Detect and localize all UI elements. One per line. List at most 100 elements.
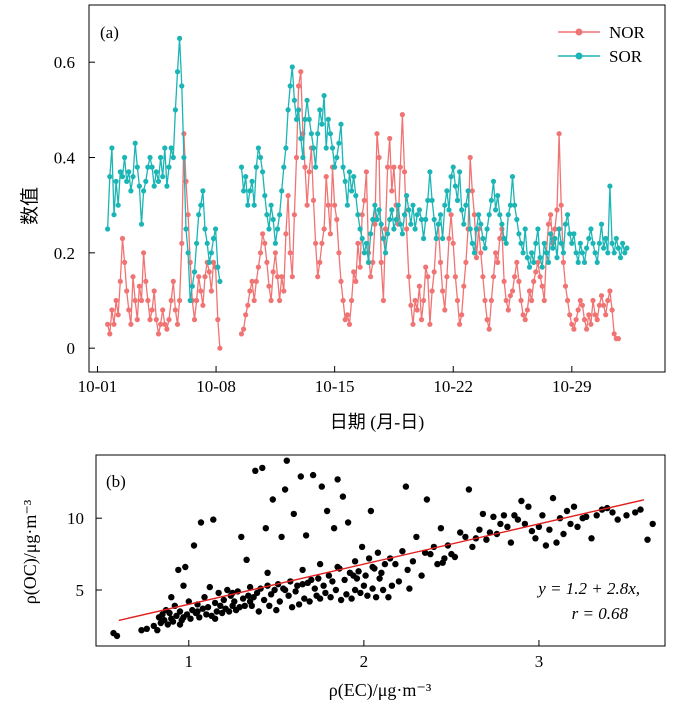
nor-point [463,259,469,265]
panel-a-x-tick-label: 10-08 [196,377,236,396]
sor-point [287,83,293,89]
sor-point [393,216,399,223]
panel-b-y-tick-label: 5 [76,581,85,600]
sor-point [620,240,626,246]
nor-point [281,288,287,294]
nor-point [552,226,558,232]
nor-point [126,307,132,313]
sor-point [505,212,511,218]
nor-point [274,274,281,280]
sor-point [158,154,164,161]
nor-point [304,202,310,208]
regression-line [118,499,645,622]
scatter-point [528,527,536,535]
nor-point [473,255,480,261]
nor-point [514,259,520,265]
scatter-point [483,536,490,543]
nor-point [344,312,350,318]
nor-point [452,274,458,280]
scatter-point [187,615,194,622]
sor-point [533,240,539,246]
sor-point [596,240,603,246]
scatter-point [567,520,574,528]
sor-point [385,231,391,237]
nor-point [615,336,622,342]
nor-point [401,169,408,175]
scatter-point [273,606,280,614]
nor-point [162,321,168,327]
nor-point [569,321,575,327]
scatter-point [465,486,473,493]
scatter-point [159,611,166,618]
nor-point [124,288,130,294]
nor-point [507,293,513,299]
scatter-point [632,509,639,516]
sor-point [241,188,247,194]
scatter-point [206,583,213,591]
sor-point [247,188,253,194]
sor-point [416,207,422,213]
sor-point [153,169,159,175]
nor-point [448,212,454,218]
sor-point [511,202,518,208]
nor-point [567,312,573,318]
nor-point [478,250,484,256]
scatter-point [593,512,600,519]
nor-point [431,269,437,275]
sor-point [238,164,245,170]
sor-point [615,245,622,251]
nor-point [249,278,255,284]
nor-point [376,154,382,161]
scatter-point [281,586,289,594]
scatter-point [269,496,276,503]
sor-point [450,164,456,170]
scatter-point [332,586,340,594]
scatter-point [194,608,201,615]
nor-point [469,188,475,194]
nor-point [554,207,560,213]
scatter-point [225,608,233,615]
sor-point [200,188,206,194]
sor-point [387,216,393,223]
scatter-point [224,586,231,594]
nor-point [215,317,221,323]
sor-point [509,174,516,180]
panel-b-x-ticks: 1 2 3 [185,640,543,671]
sor-point [349,188,355,194]
nor-point [310,197,317,203]
sor-point [545,259,552,265]
sor-point [423,216,429,223]
nor-point [382,226,389,232]
nor-point [164,326,170,332]
sor-point [537,255,543,261]
sor-point [126,169,132,175]
nor-point [174,321,181,327]
scatter-point [344,519,352,526]
nor-point [177,297,183,304]
nor-point [488,297,494,304]
sor-point [143,178,149,184]
scatter-point [322,589,329,597]
scatter-point [143,625,150,632]
scatter-point [337,596,345,604]
scatter-point [406,585,413,592]
scatter-point [323,507,331,515]
sor-point [105,226,111,232]
nor-point [558,202,564,208]
nor-point [253,278,259,284]
scatter-point [306,598,313,605]
scatter-point [542,542,550,549]
sor-point [581,259,588,265]
sor-point [117,169,123,175]
sor-point [425,197,431,203]
sor-point [463,202,469,208]
sor-point [444,188,450,194]
sor-point [476,212,482,218]
scatter-point [413,533,420,541]
scatter-point [236,604,243,611]
scatter-point [246,598,254,605]
nor-point [153,317,159,323]
sor-point [471,250,477,256]
nor-point [194,297,200,304]
scatter-point [609,509,616,516]
